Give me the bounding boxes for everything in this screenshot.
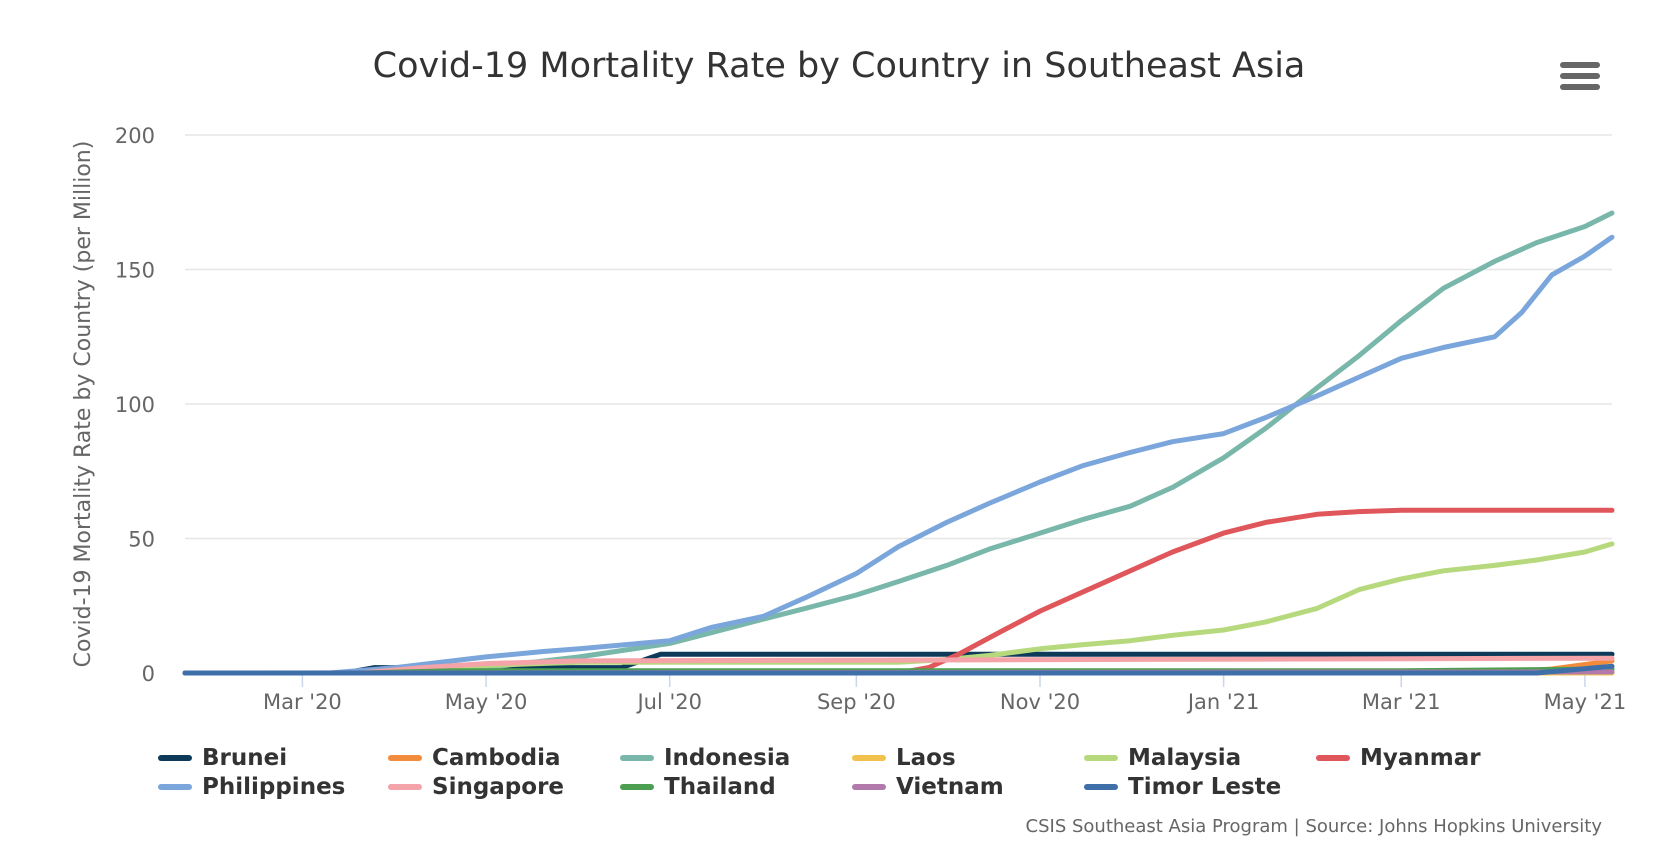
- legend-swatch: [158, 755, 192, 761]
- legend-item-vietnam[interactable]: Vietnam: [852, 773, 1004, 801]
- menu-icon-bar: [1560, 73, 1600, 79]
- legend-swatch: [1084, 755, 1118, 761]
- legend-swatch: [158, 784, 192, 790]
- legend-label: Thailand: [664, 774, 776, 800]
- legend-label: Myanmar: [1360, 745, 1481, 771]
- legend-label: Vietnam: [896, 774, 1004, 800]
- legend-label: Philippines: [202, 774, 346, 800]
- legend-item-malaysia[interactable]: Malaysia: [1084, 744, 1241, 772]
- menu-icon-bar: [1560, 84, 1600, 90]
- x-tick-label: May '21: [1544, 690, 1627, 714]
- legend-swatch: [1316, 755, 1350, 761]
- legend-swatch: [388, 784, 422, 790]
- y-tick-label: 100: [115, 393, 155, 417]
- legend-item-indonesia[interactable]: Indonesia: [620, 744, 790, 772]
- series-line-timor-leste: [182, 663, 1615, 676]
- y-tick-label: 150: [115, 259, 155, 283]
- legend-label: Singapore: [432, 774, 565, 800]
- x-tick-label: Nov '20: [1000, 690, 1080, 714]
- legend-label: Laos: [896, 745, 956, 771]
- y-axis-title: Covid-19 Mortality Rate by Country (per …: [71, 141, 96, 668]
- chart-menu-button[interactable]: [1560, 62, 1600, 92]
- chart-credits[interactable]: CSIS Southeast Asia Program | Source: Jo…: [1025, 816, 1602, 837]
- legend-swatch: [852, 755, 886, 761]
- x-tick-label: May '20: [445, 690, 528, 714]
- y-tick-label: 50: [128, 528, 155, 552]
- legend-item-thailand[interactable]: Thailand: [620, 773, 776, 801]
- legend-label: Brunei: [202, 745, 288, 771]
- chart-title: Covid-19 Mortality Rate by Country in So…: [372, 46, 1306, 86]
- legend-swatch: [620, 755, 654, 761]
- series-line-myanmar: [182, 507, 1615, 676]
- legend-label: Cambodia: [432, 745, 561, 771]
- y-tick-label: 0: [142, 662, 155, 686]
- legend-item-laos[interactable]: Laos: [852, 744, 956, 772]
- legend-label: Indonesia: [664, 745, 791, 771]
- legend-item-myanmar[interactable]: Myanmar: [1316, 744, 1481, 772]
- legend-item-brunei[interactable]: Brunei: [158, 744, 287, 772]
- legend-label: Malaysia: [1128, 745, 1242, 771]
- menu-icon: [1560, 62, 1600, 68]
- x-tick-label: Jul '20: [635, 690, 702, 714]
- x-tick-label: Mar '21: [1362, 690, 1441, 714]
- series-line-philippines: [182, 234, 1615, 676]
- legend-swatch: [852, 784, 886, 790]
- legend-item-singapore[interactable]: Singapore: [388, 773, 564, 801]
- x-tick-label: Mar '20: [263, 690, 342, 714]
- series-line-indonesia: [182, 210, 1615, 676]
- legend-swatch: [388, 755, 422, 761]
- legend-item-cambodia[interactable]: Cambodia: [388, 744, 561, 772]
- x-tick-label: Jan '21: [1186, 690, 1260, 714]
- legend-item-philippines[interactable]: Philippines: [158, 773, 345, 801]
- y-tick-label: 200: [115, 124, 155, 148]
- legend-swatch: [1084, 784, 1118, 790]
- legend-swatch: [620, 784, 654, 790]
- legend-item-timor-leste[interactable]: Timor Leste: [1084, 773, 1281, 801]
- legend-label: Timor Leste: [1128, 774, 1282, 800]
- x-tick-label: Sep '20: [817, 690, 896, 714]
